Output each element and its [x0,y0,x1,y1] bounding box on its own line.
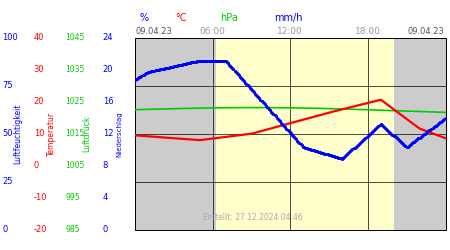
Text: 100: 100 [2,33,18,42]
Text: 995: 995 [65,194,80,202]
Text: 0: 0 [2,226,8,234]
Text: 09.04.23: 09.04.23 [136,27,173,36]
Text: 1005: 1005 [65,161,85,170]
Text: 09.04.23: 09.04.23 [408,27,445,36]
Text: °C: °C [176,12,187,22]
Text: Luftdruck: Luftdruck [82,116,91,152]
Text: Temperatur: Temperatur [47,112,56,156]
Text: 20: 20 [103,65,113,74]
Text: 75: 75 [2,81,13,90]
Text: 50: 50 [2,129,13,138]
Text: mm/h: mm/h [274,12,303,22]
Text: 16: 16 [103,97,113,106]
Text: 20: 20 [34,97,44,106]
Text: -10: -10 [34,194,47,202]
Text: 12:00: 12:00 [277,27,303,36]
Text: 985: 985 [65,226,80,234]
Text: -20: -20 [34,226,47,234]
Text: 4: 4 [103,194,108,202]
Text: 10: 10 [34,129,44,138]
Text: 8: 8 [103,161,108,170]
Text: 1045: 1045 [65,33,85,42]
Text: 24: 24 [103,33,113,42]
Text: 12: 12 [103,129,113,138]
Text: 0: 0 [103,226,108,234]
Text: 25: 25 [2,178,13,186]
Bar [394,38,446,230]
Text: Erstellt: 27.12.2024 04:46: Erstellt: 27.12.2024 04:46 [203,213,303,222]
Text: hPa: hPa [220,12,238,22]
Text: Niederschlag: Niederschlag [116,111,122,156]
Text: 06:00: 06:00 [200,27,225,36]
Text: Luftfeuchtigkeit: Luftfeuchtigkeit [14,104,22,164]
Text: 0: 0 [34,161,39,170]
Text: 1015: 1015 [65,129,85,138]
Bar [216,38,394,230]
Text: 1025: 1025 [65,97,85,106]
Bar [135,38,216,230]
Text: 40: 40 [34,33,44,42]
Text: %: % [140,12,148,22]
Text: 18:00: 18:00 [355,27,381,36]
Text: 30: 30 [34,65,45,74]
Text: 1035: 1035 [65,65,85,74]
